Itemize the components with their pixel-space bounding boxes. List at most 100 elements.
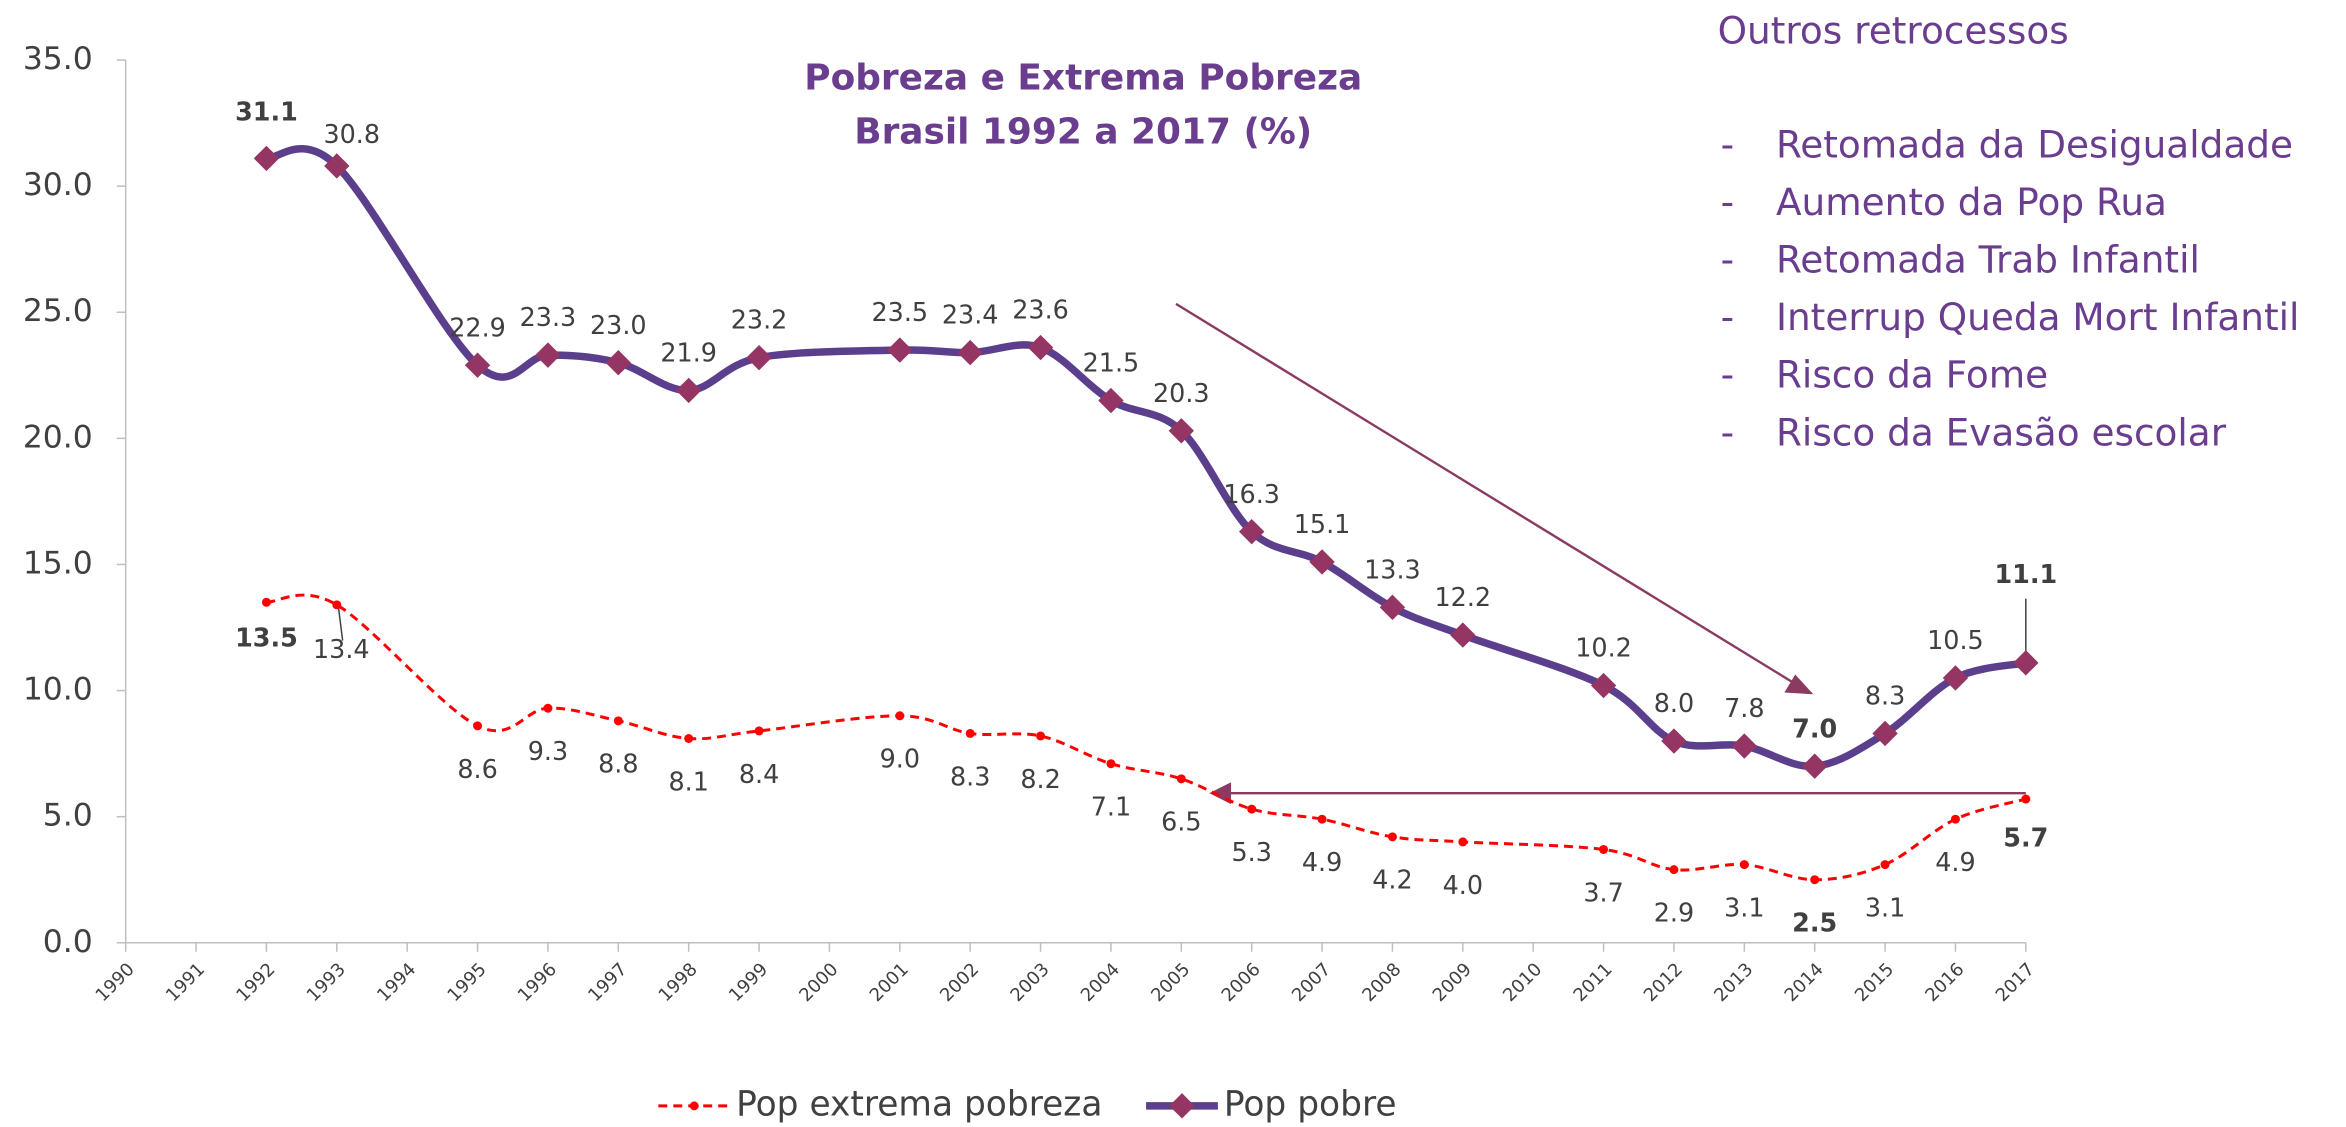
y-tick-label: 0.0 xyxy=(43,924,93,960)
data-label: 8.0 xyxy=(1654,688,1694,718)
y-tick-label: 10.0 xyxy=(23,672,93,708)
x-tick-label: 2007 xyxy=(1288,959,1335,1006)
data-label: 4.9 xyxy=(1935,847,1975,877)
y-tick-label: 30.0 xyxy=(23,167,93,203)
marker xyxy=(1098,387,1124,414)
data-label: 8.3 xyxy=(1865,681,1905,711)
data-label: 13.5 xyxy=(235,623,298,653)
y-tick-label: 25.0 xyxy=(23,293,93,329)
x-tick-label: 2015 xyxy=(1851,959,1898,1006)
data-label: 31.1 xyxy=(235,97,298,127)
data-label: 8.2 xyxy=(1020,764,1060,794)
data-label: 30.8 xyxy=(323,119,380,149)
x-tick-label: 2005 xyxy=(1147,959,1194,1006)
marker xyxy=(1801,753,1828,779)
legend-label: Pop extrema pobreza xyxy=(736,1084,1102,1124)
x-tick-label: 1999 xyxy=(725,959,772,1006)
x-tick-label: 2001 xyxy=(866,959,913,1006)
annotation-bullet: - xyxy=(1721,353,1735,397)
x-tick-label: 2003 xyxy=(1006,959,1053,1006)
legend-marker xyxy=(1169,1093,1195,1119)
marker xyxy=(684,733,694,743)
x-tick-label: 1992 xyxy=(232,959,279,1006)
x-tick-label: 1993 xyxy=(303,959,350,1006)
data-label: 11.1 xyxy=(1994,559,2057,589)
x-tick-label: 1998 xyxy=(655,959,702,1006)
y-tick-label: 5.0 xyxy=(43,798,93,834)
annotation-item: Risco da Fome xyxy=(1776,353,2048,397)
data-label: 22.9 xyxy=(449,312,506,342)
x-tick-label: 2011 xyxy=(1569,959,1616,1006)
x-tick-label: 2008 xyxy=(1358,959,1405,1006)
data-label: 3.7 xyxy=(1583,877,1623,907)
data-label: 10.5 xyxy=(1927,625,1984,655)
arrows xyxy=(337,302,2027,805)
marker xyxy=(746,344,772,371)
x-tick-label: 2010 xyxy=(1499,959,1546,1006)
legend-marker xyxy=(689,1101,699,1111)
data-label: 7.0 xyxy=(1792,713,1837,743)
data-label: 10.2 xyxy=(1575,633,1632,663)
data-label: 23.0 xyxy=(590,310,647,340)
data-label: 8.8 xyxy=(598,749,638,779)
data-label: 2.5 xyxy=(1792,908,1837,938)
x-tick-label: 1995 xyxy=(443,959,490,1006)
data-label: 6.5 xyxy=(1161,807,1201,837)
x-tick-label: 2016 xyxy=(1921,959,1968,1006)
marker xyxy=(895,711,905,721)
annotation-item: Interrup Queda Mort Infantil xyxy=(1776,295,2299,339)
data-label: 8.6 xyxy=(457,754,497,784)
data-label: 16.3 xyxy=(1223,479,1280,509)
data-label: 8.3 xyxy=(950,761,990,791)
data-label: 23.4 xyxy=(942,300,999,330)
marker xyxy=(1027,334,1054,361)
marker xyxy=(324,153,350,179)
data-label: 23.5 xyxy=(872,297,929,327)
annotation-bullet: - xyxy=(1721,180,1735,224)
annotation-title: Outros retrocessos xyxy=(1718,9,2069,53)
x-tick-label: 2004 xyxy=(1077,959,1124,1006)
y-tick-label: 15.0 xyxy=(23,545,93,581)
x-tick-label: 1990 xyxy=(92,959,139,1006)
legend-label: Pop pobre xyxy=(1224,1084,1397,1124)
y-tick-label: 35.0 xyxy=(23,41,93,77)
data-label: 21.9 xyxy=(660,338,717,368)
data-label: 13.3 xyxy=(1364,554,1421,584)
marker xyxy=(1669,865,1679,875)
marker xyxy=(1387,832,1397,842)
annotation-bullet: - xyxy=(1721,410,1735,454)
annotation-item: Retomada da Desigualdade xyxy=(1776,122,2293,166)
x-tick-label: 1994 xyxy=(373,959,420,1006)
x-tick-label: 2000 xyxy=(795,959,842,1006)
marker xyxy=(1950,814,1960,824)
chart-title: Pobreza e Extrema Pobreza xyxy=(804,57,1362,98)
x-tick-label: 1991 xyxy=(162,959,209,1006)
data-label: 23.6 xyxy=(1012,295,1069,325)
data-label: 9.3 xyxy=(528,736,568,766)
marker xyxy=(2021,794,2031,804)
x-tick-label: 1996 xyxy=(514,959,561,1006)
marker xyxy=(1247,804,1257,814)
x-tick-label: 2014 xyxy=(1781,959,1828,1006)
data-label: 7.8 xyxy=(1724,693,1764,723)
data-label: 12.2 xyxy=(1435,582,1492,612)
marker xyxy=(605,349,632,376)
marker xyxy=(2013,650,2039,676)
marker xyxy=(1739,860,1749,870)
arrow-head xyxy=(1784,674,1814,695)
annotation-bullet: - xyxy=(1721,238,1735,282)
annotation-bullet: - xyxy=(1721,122,1735,166)
annotation-item: Aumento da Pop Rua xyxy=(1776,180,2167,224)
marker xyxy=(1731,733,1758,759)
marker xyxy=(1599,844,1609,854)
data-label: 20.3 xyxy=(1153,378,1210,408)
marker xyxy=(1810,875,1820,885)
marker xyxy=(332,600,342,610)
marker xyxy=(1176,774,1186,784)
annotation-item: Risco da Evasão escolar xyxy=(1776,410,2227,454)
series-line xyxy=(266,145,2027,770)
marker xyxy=(1458,837,1468,847)
data-label: 4.2 xyxy=(1372,865,1412,895)
marker xyxy=(887,337,913,363)
